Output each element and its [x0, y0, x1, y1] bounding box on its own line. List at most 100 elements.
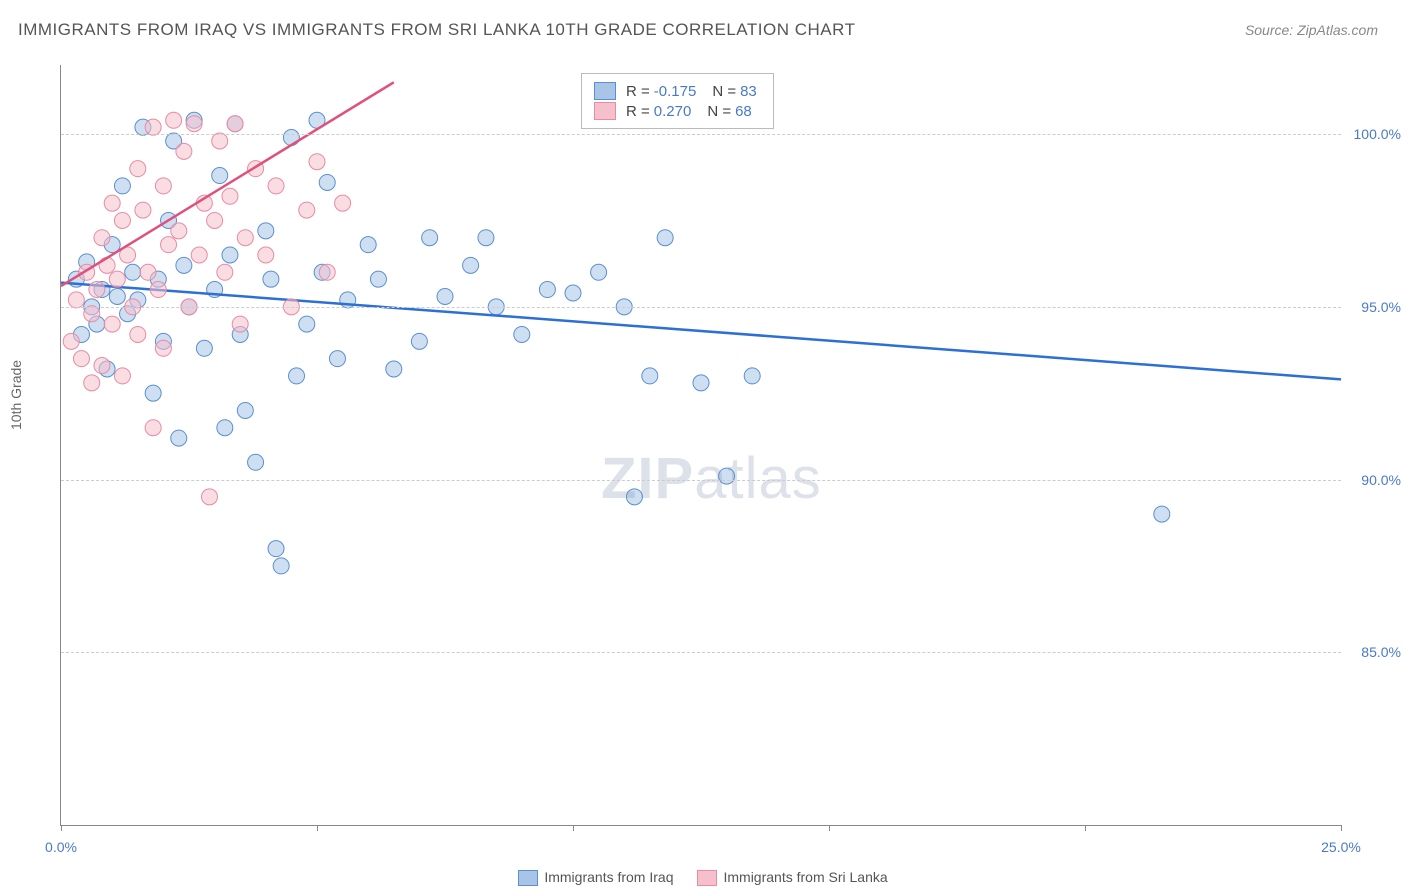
scatter-point	[248, 454, 264, 470]
scatter-point	[135, 202, 151, 218]
scatter-point	[422, 230, 438, 246]
scatter-point	[109, 288, 125, 304]
x-tick-mark	[1341, 825, 1342, 831]
scatter-point	[63, 333, 79, 349]
scatter-point	[263, 271, 279, 287]
y-tick-label: 90.0%	[1361, 472, 1401, 488]
scatter-point	[268, 178, 284, 194]
scatter-point	[89, 282, 105, 298]
stats-r-value: -0.175	[654, 83, 697, 100]
scatter-point	[84, 306, 100, 322]
scatter-point	[94, 358, 110, 374]
legend-swatch	[518, 870, 538, 886]
scatter-point	[155, 340, 171, 356]
scatter-point	[309, 154, 325, 170]
legend-swatch	[697, 870, 717, 886]
trend-line	[61, 283, 1341, 380]
scatter-point	[68, 292, 84, 308]
scatter-point	[104, 195, 120, 211]
y-tick-label: 95.0%	[1361, 299, 1401, 315]
scatter-point	[217, 264, 233, 280]
gridline-horizontal	[61, 652, 1341, 653]
stats-n-label: N =	[712, 83, 736, 100]
x-tick-label: 25.0%	[1321, 839, 1361, 855]
scatter-chart	[61, 65, 1341, 825]
plot-area: ZIPatlas R = -0.175N = 83R = 0.270N = 68…	[60, 65, 1341, 826]
legend-item: Immigrants from Iraq	[518, 869, 673, 886]
scatter-point	[212, 168, 228, 184]
scatter-point	[155, 178, 171, 194]
x-tick-label: 0.0%	[45, 839, 77, 855]
scatter-point	[1154, 506, 1170, 522]
scatter-point	[370, 271, 386, 287]
y-axis-label: 10th Grade	[8, 360, 24, 430]
scatter-point	[514, 326, 530, 342]
x-tick-mark	[829, 825, 830, 831]
x-tick-mark	[1085, 825, 1086, 831]
scatter-point	[114, 368, 130, 384]
scatter-point	[329, 351, 345, 367]
scatter-point	[289, 368, 305, 384]
bottom-legend: Immigrants from Iraq Immigrants from Sri …	[0, 869, 1406, 886]
scatter-point	[73, 351, 89, 367]
scatter-point	[171, 223, 187, 239]
scatter-point	[319, 264, 335, 280]
scatter-point	[626, 489, 642, 505]
scatter-point	[258, 223, 274, 239]
scatter-point	[145, 119, 161, 135]
scatter-point	[222, 188, 238, 204]
source-attribution: Source: ZipAtlas.com	[1245, 22, 1378, 38]
scatter-point	[114, 178, 130, 194]
scatter-point	[360, 237, 376, 253]
scatter-point	[268, 541, 284, 557]
stats-swatch	[594, 102, 616, 120]
scatter-point	[201, 489, 217, 505]
gridline-horizontal	[61, 307, 1341, 308]
scatter-point	[125, 264, 141, 280]
legend-label: Immigrants from Iraq	[544, 869, 673, 885]
chart-container: ZIPatlas R = -0.175N = 83R = 0.270N = 68…	[50, 55, 1370, 845]
scatter-point	[299, 316, 315, 332]
legend-item: Immigrants from Sri Lanka	[697, 869, 887, 886]
scatter-point	[176, 257, 192, 273]
scatter-point	[166, 112, 182, 128]
scatter-point	[212, 133, 228, 149]
stats-n-value: 83	[740, 83, 757, 100]
scatter-point	[719, 468, 735, 484]
x-tick-mark	[61, 825, 62, 831]
scatter-point	[642, 368, 658, 384]
scatter-point	[186, 116, 202, 132]
scatter-point	[145, 420, 161, 436]
scatter-point	[217, 420, 233, 436]
scatter-point	[386, 361, 402, 377]
stats-swatch	[594, 82, 616, 100]
stats-n-label: N =	[707, 103, 731, 120]
scatter-point	[463, 257, 479, 273]
scatter-point	[591, 264, 607, 280]
scatter-point	[744, 368, 760, 384]
scatter-point	[283, 130, 299, 146]
chart-title: IMMIGRANTS FROM IRAQ VS IMMIGRANTS FROM …	[18, 20, 855, 40]
scatter-point	[109, 271, 125, 287]
scatter-point	[237, 402, 253, 418]
scatter-point	[299, 202, 315, 218]
scatter-point	[99, 257, 115, 273]
stats-row: R = 0.270N = 68	[594, 102, 761, 120]
scatter-point	[114, 212, 130, 228]
stats-r-label: R =	[626, 83, 650, 100]
x-tick-mark	[573, 825, 574, 831]
scatter-point	[335, 195, 351, 211]
stats-r-value: 0.270	[654, 103, 692, 120]
scatter-point	[145, 385, 161, 401]
scatter-point	[104, 316, 120, 332]
scatter-point	[94, 230, 110, 246]
stats-row: R = -0.175 N = 83	[594, 82, 761, 100]
stats-r-label: R =	[626, 103, 650, 120]
legend-label: Immigrants from Sri Lanka	[723, 869, 887, 885]
scatter-point	[437, 288, 453, 304]
scatter-point	[539, 282, 555, 298]
stats-legend-box: R = -0.175N = 83R = 0.270N = 68	[581, 73, 774, 129]
scatter-point	[196, 340, 212, 356]
scatter-point	[84, 375, 100, 391]
y-tick-label: 85.0%	[1361, 644, 1401, 660]
